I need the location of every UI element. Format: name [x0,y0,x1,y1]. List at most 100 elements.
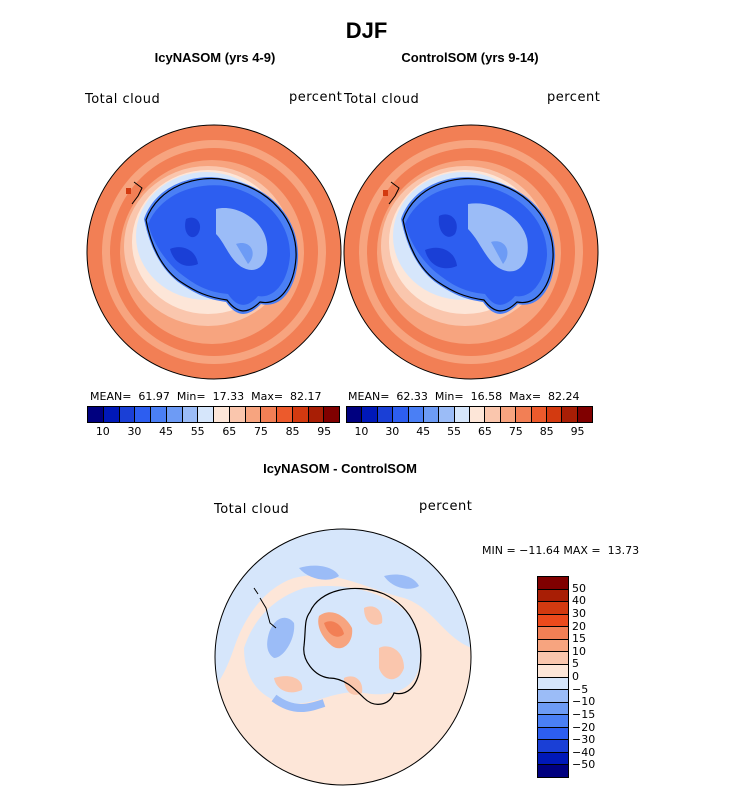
colorbar-swatch [135,407,151,422]
colorbar-tick-label: −50 [572,758,596,772]
colorbar-tick-label: −40 [572,745,596,759]
colorbar-swatch [577,407,592,422]
colorbar-swatch [277,407,293,422]
panel-1-field-label: Total cloud [85,92,161,107]
colorbar-tick-label: 45 [159,425,174,438]
colorbar-swatch [408,407,424,422]
colorbar-swatch [362,407,378,422]
colorbar-tick-label: −20 [572,720,596,734]
colorbar-swatch [377,407,394,422]
diff-colorbar-ticks: 50 40 30 20 15 10 5 0 −5 −10 −15 −20 −30 −40 −50 [572,576,632,778]
diff-panel-units-label: percent [419,499,473,514]
colorbar-swatch [538,715,568,728]
colorbar-swatch [538,690,568,703]
colorbar-tick-label: 65 [477,425,492,438]
colorbar-swatch [516,407,532,422]
colorbar-swatch [151,407,167,422]
colorbar-tick-label: 30 [127,425,142,438]
colorbar-tick-label: −10 [572,695,596,709]
colorbar-tick-label: 95 [317,425,332,438]
colorbar-tick-label: 50 [572,581,586,595]
colorbar-swatch [454,407,470,422]
colorbar-tick-label: 15 [572,632,586,646]
colorbar-swatch [88,407,104,422]
colorbar-tick-label: 10 [572,644,586,658]
colorbar-swatch [470,407,486,422]
diff-panel-title: IcyNASOM - ControlSOM [263,461,417,476]
colorbar-swatch [538,652,568,665]
colorbar-swatch [538,727,568,741]
panel-2-title: ControlSOM (yrs 9-14) [401,50,539,65]
colorbar-swatch [324,407,339,422]
colorbar-swatch [229,407,246,422]
colorbar-tick-label: 40 [572,594,586,608]
colorbar-swatch [538,639,568,653]
colorbar-swatch [347,407,363,422]
panel-2-stats: MEAN= 62.33 Min= 16.58 Max= 82.24 [348,390,580,403]
colorbar-swatch [538,627,568,640]
colorbar-swatch [292,407,309,422]
panel-1-colorbar [87,406,340,423]
colorbar-swatch [393,407,409,422]
colorbar-tick-label: 45 [416,425,431,438]
colorbar-swatch [538,765,568,777]
panel-1-units-label: percent [289,90,343,105]
colorbar-swatch [423,407,440,422]
colorbar-swatch [485,407,501,422]
colorbar-swatch [538,664,568,678]
panel-2-units-label: percent [547,90,601,105]
colorbar-tick-label: −15 [572,707,596,721]
colorbar-swatch [538,589,568,603]
colorbar-tick-label: 55 [190,425,205,438]
colorbar-tick-label: 10 [354,425,369,438]
colorbar-tick-label: −5 [572,682,589,696]
colorbar-swatch [182,407,199,422]
panel-1-stats: MEAN= 61.97 Min= 17.33 Max= 82.17 [90,390,322,403]
colorbar-tick-label: 0 [572,670,579,683]
colorbar-swatch [308,407,325,422]
colorbar-tick-label: 95 [570,425,585,438]
colorbar-swatch [538,740,568,753]
panel-2-colorbar [346,406,593,423]
colorbar-tick-label: 85 [539,425,554,438]
colorbar-tick-label: 55 [447,425,462,438]
colorbar-swatch [103,407,120,422]
colorbar-tick-label: 10 [95,425,110,438]
colorbar-swatch [119,407,136,422]
colorbar-swatch [245,407,262,422]
colorbar-tick-label: 30 [385,425,400,438]
colorbar-tick-label: 75 [253,425,268,438]
colorbar-swatch [261,407,277,422]
colorbar-swatch [538,702,568,716]
main-title: DJF [345,18,388,43]
colorbar-swatch [198,407,214,422]
colorbar-swatch [531,407,547,422]
colorbar-swatch [538,614,568,628]
diff-panel-stats: MIN = −11.64 MAX = 13.73 [482,544,640,557]
colorbar-swatch [500,407,517,422]
panel-1-title: IcyNASOM (yrs 4-9) [154,50,276,65]
colorbar-tick-label: 5 [572,657,579,671]
colorbar-swatch [166,407,183,422]
diff-panel-field-label: Total cloud [214,502,290,517]
colorbar-tick-label: 75 [508,425,523,438]
panel-2-field-label: Total cloud [344,92,420,107]
colorbar-swatch [562,407,578,422]
colorbar-swatch [214,407,230,422]
diff-colorbar [537,576,569,778]
colorbar-tick-label: 65 [222,425,237,438]
colorbar-tick-label: −30 [572,733,596,747]
colorbar-swatch [439,407,455,422]
colorbar-swatch [538,602,568,615]
colorbar-swatch [538,577,568,590]
colorbar-swatch [546,407,563,422]
panel-2-map [343,124,599,380]
panel-1-map [86,124,342,380]
colorbar-tick-label: 85 [285,425,300,438]
panel-2-colorbar-ticks: 10 30 45 55 65 75 85 95 [346,425,593,439]
colorbar-tick-label: 20 [572,619,586,633]
panel-1-colorbar-ticks: 10 30 45 55 65 75 85 95 [87,425,340,439]
colorbar-swatch [538,752,568,766]
diff-panel-map [214,528,472,786]
colorbar-tick-label: 30 [572,606,586,620]
